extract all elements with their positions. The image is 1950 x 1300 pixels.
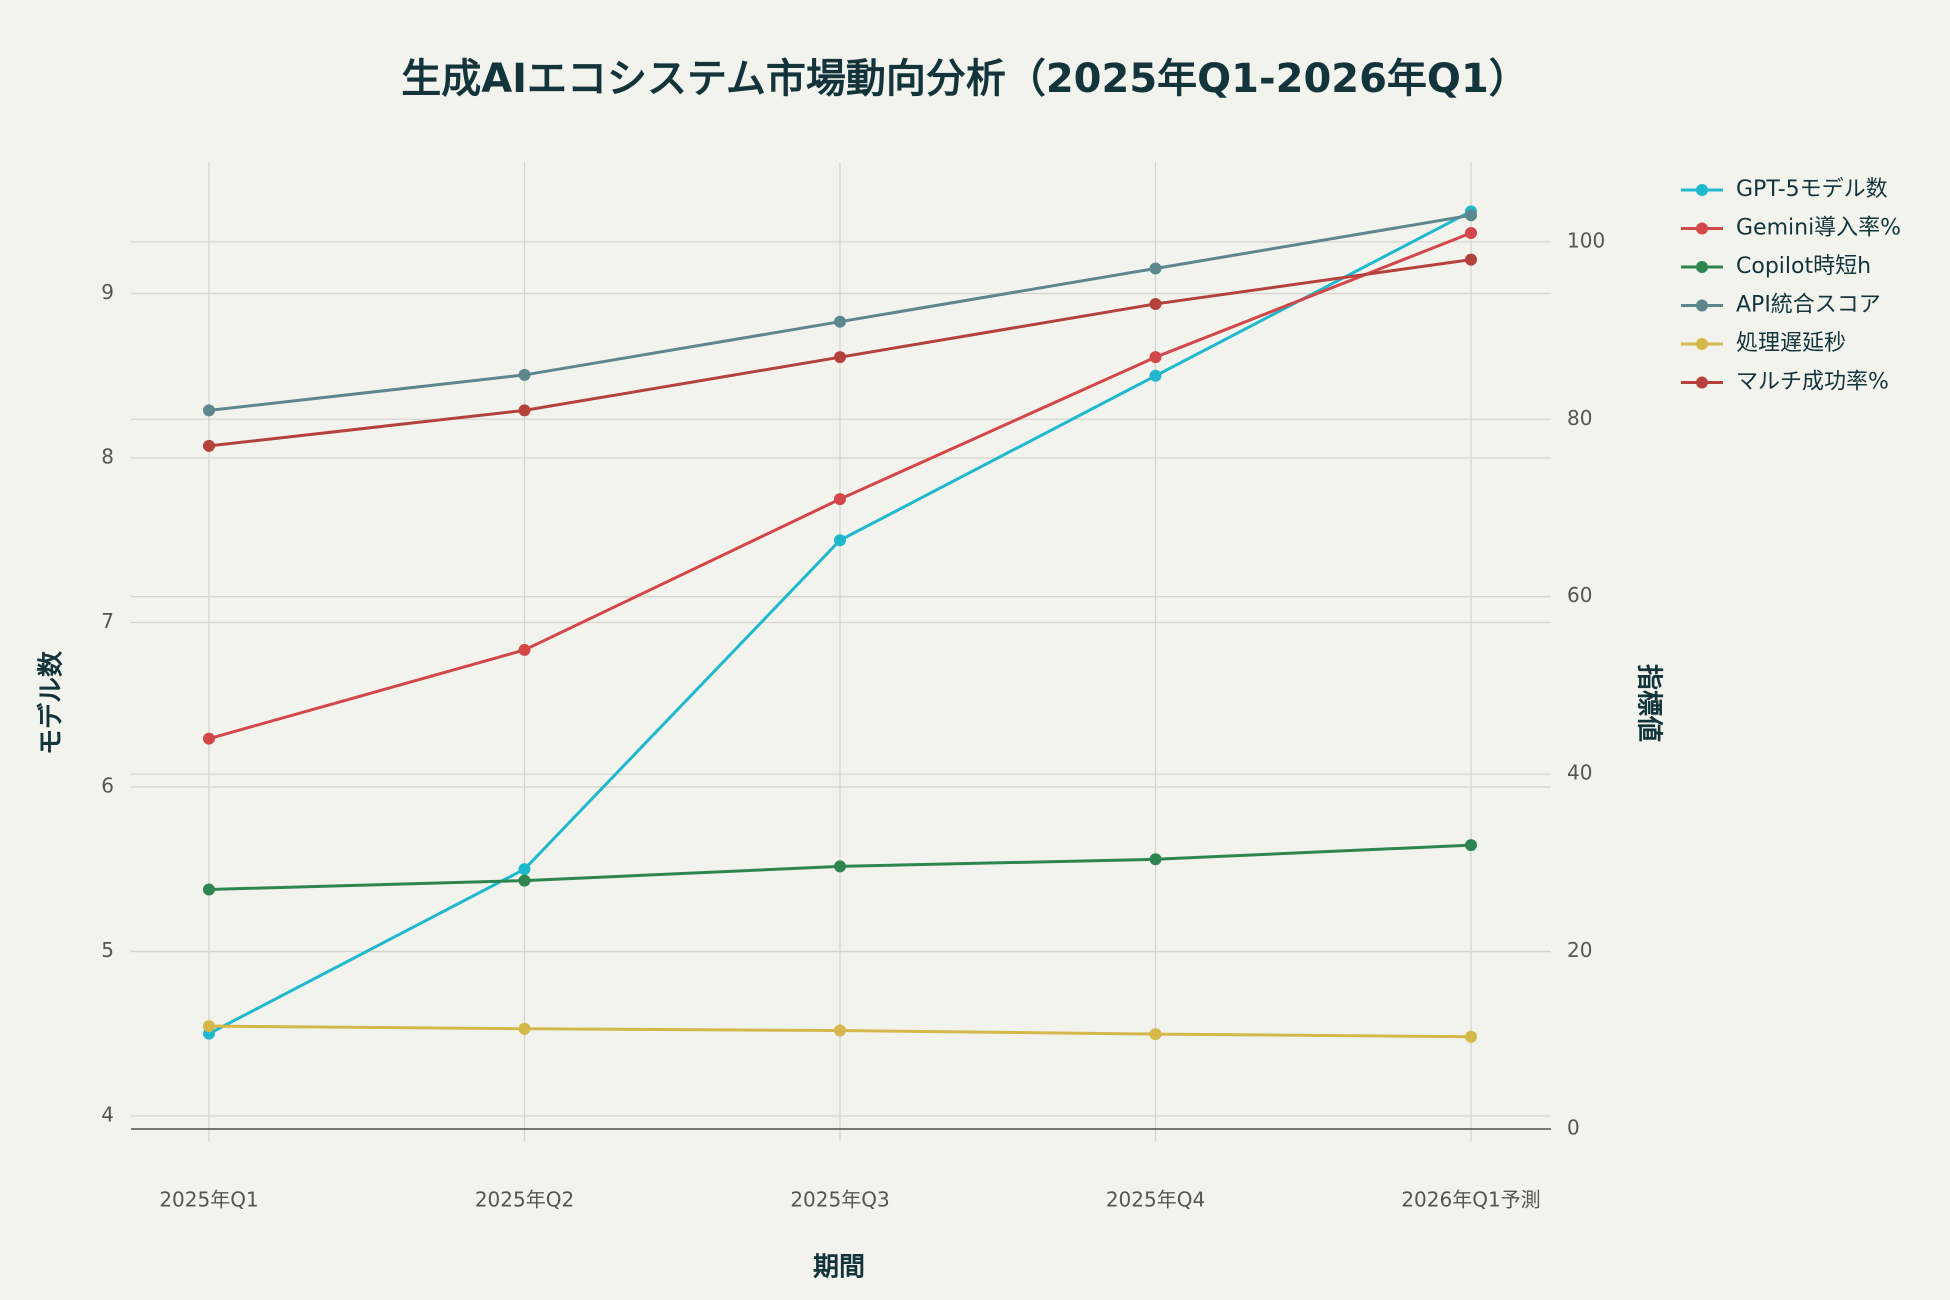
legend-marker: [1696, 376, 1708, 389]
data-point: [1149, 1028, 1162, 1041]
data-point: [1465, 253, 1477, 266]
chart-title: 生成AIエコシステム市場動向分析（2025年Q1-2026年Q1）: [401, 56, 1529, 102]
data-point: [1465, 226, 1477, 239]
data-point: [834, 493, 846, 506]
data-point: [1149, 369, 1162, 382]
x-axis-title: 期間: [813, 1253, 865, 1283]
legend-item: API統合スコア: [1681, 293, 1881, 318]
data-point: [203, 439, 215, 452]
data-point: [1149, 297, 1162, 310]
data-point: [518, 404, 531, 417]
y-tick-label: 8: [101, 445, 114, 469]
legend-label: Gemini導入率%: [1736, 216, 1901, 241]
data-point: [1465, 839, 1477, 852]
data-point: [518, 863, 531, 876]
data-point: [834, 1024, 846, 1037]
data-point: [518, 1022, 531, 1035]
y-tick-label: 6: [101, 773, 114, 797]
legend-item: GPT-5モデル数: [1681, 177, 1888, 202]
data-point: [518, 874, 531, 887]
y2-tick-label: 20: [1567, 938, 1592, 962]
x-tick-label: 2026年Q1予測: [1401, 1188, 1540, 1212]
y-tick-label: 5: [101, 938, 114, 962]
y2-tick-label: 0: [1567, 1116, 1580, 1140]
legend-marker: [1696, 222, 1708, 235]
data-point: [1465, 1030, 1477, 1043]
y2-tick-label: 100: [1567, 228, 1605, 252]
y2-axis-title: 指標値: [1634, 664, 1664, 742]
legend-marker: [1696, 299, 1708, 312]
legend-label: API統合スコア: [1736, 293, 1881, 318]
y-tick-label: 7: [101, 609, 114, 633]
data-point: [1149, 853, 1162, 866]
legend-label: 処理遅延秒: [1736, 331, 1846, 356]
y2-tick-label: 40: [1567, 761, 1592, 785]
data-point: [518, 643, 531, 656]
data-point: [203, 404, 215, 417]
data-point: [518, 368, 531, 381]
x-tick-label: 2025年Q1: [159, 1188, 258, 1212]
data-point: [203, 732, 215, 745]
x-tick-label: 2025年Q4: [1106, 1188, 1205, 1212]
data-point: [203, 1020, 215, 1033]
legend-item: 処理遅延秒: [1681, 331, 1846, 356]
data-point: [1149, 262, 1162, 275]
legend-label: GPT-5モデル数: [1736, 177, 1888, 202]
y-axis-title: モデル数: [36, 650, 67, 755]
legend-item: マルチ成功率%: [1681, 370, 1889, 395]
legend-label: Copilot時短h: [1736, 254, 1871, 279]
data-point: [834, 534, 846, 547]
data-point: [203, 883, 215, 896]
x-tick-label: 2025年Q2: [475, 1188, 574, 1212]
data-point: [834, 315, 846, 328]
data-point: [1149, 351, 1162, 364]
legend-item: Gemini導入率%: [1681, 216, 1901, 241]
legend-item: Copilot時短h: [1681, 254, 1871, 279]
y-tick-label: 9: [101, 280, 114, 304]
data-point: [1465, 209, 1477, 222]
legend-label: マルチ成功率%: [1736, 370, 1889, 395]
y2-tick-label: 80: [1567, 406, 1592, 430]
data-point: [834, 351, 846, 364]
legend-marker: [1696, 261, 1708, 273]
y2-tick-label: 60: [1567, 583, 1592, 607]
x-tick-label: 2025年Q3: [790, 1188, 889, 1212]
legend-marker: [1696, 338, 1708, 350]
y-tick-label: 4: [101, 1102, 114, 1126]
data-point: [834, 860, 846, 873]
legend-marker: [1696, 184, 1708, 196]
